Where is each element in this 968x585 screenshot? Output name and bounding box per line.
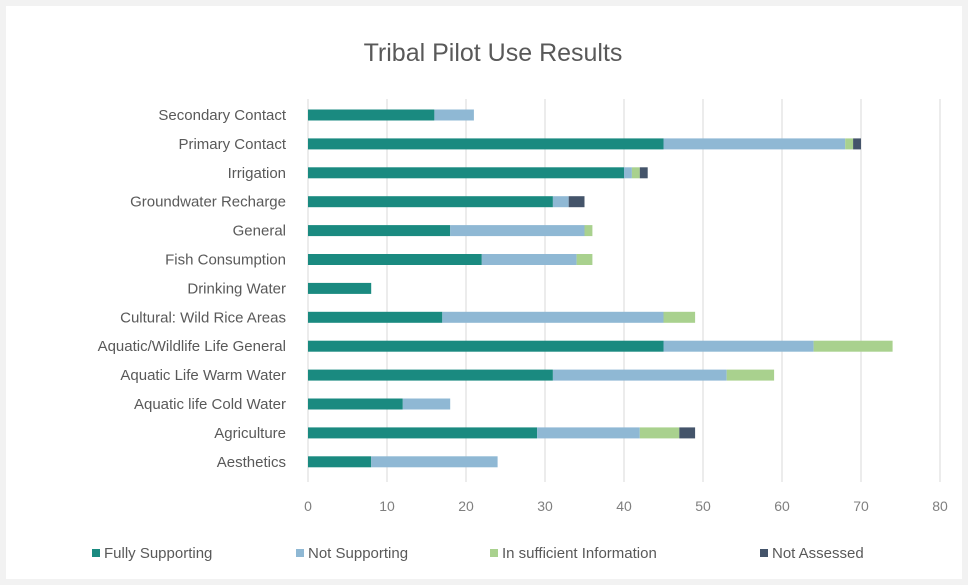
bar-segment xyxy=(552,369,727,381)
category-label: Drinking Water xyxy=(187,280,286,297)
category-label: Aquatic Life Warm Water xyxy=(120,367,286,384)
bar-segment xyxy=(308,456,372,468)
bar-segment xyxy=(663,340,814,352)
category-label: General xyxy=(233,223,286,240)
bar-segment xyxy=(584,225,593,237)
x-tick-label: 80 xyxy=(932,498,948,514)
bar-segment xyxy=(576,254,593,265)
bar-segment xyxy=(568,196,585,208)
bar-segment xyxy=(308,311,443,323)
bar-segment xyxy=(308,196,553,208)
bar-segment xyxy=(308,138,664,150)
legend-swatch xyxy=(490,549,498,557)
legend-label: Not Assessed xyxy=(772,545,864,562)
category-label: Aquatic life Cold Water xyxy=(134,396,286,413)
bar-segment xyxy=(624,167,632,179)
bar-segment xyxy=(853,138,861,150)
bar-segment xyxy=(663,311,696,323)
category-label: Irrigation xyxy=(228,165,286,182)
x-tick-labels: 0 10 20 30 40 50 60 70 80 xyxy=(304,498,948,514)
legend: Fully Supporting Not Supporting In suffici… xyxy=(92,545,864,562)
category-label: Primary Contact xyxy=(178,136,286,153)
category-labels: Secondary Contact Primary Contact Irrigati… xyxy=(98,107,287,471)
x-tick-label: 70 xyxy=(853,498,869,514)
category-label: Groundwater Recharge xyxy=(130,194,286,211)
bar-segment xyxy=(631,167,640,179)
bar-segment xyxy=(308,254,482,265)
bar-segment xyxy=(308,225,451,237)
legend-label: Fully Supporting xyxy=(104,545,212,562)
legend-swatch xyxy=(760,549,768,557)
bar-segment xyxy=(308,282,372,294)
bar-segment xyxy=(450,225,585,237)
bar-segment xyxy=(552,196,569,208)
gridlines xyxy=(307,99,941,482)
bar-segment xyxy=(308,369,553,381)
category-label: Aquatic/Wildlife Life General xyxy=(98,338,286,355)
bar-segment xyxy=(813,340,893,352)
x-tick-label: 40 xyxy=(616,498,632,514)
bar-segment xyxy=(308,427,538,439)
bar-segment xyxy=(481,254,577,265)
bar-segment xyxy=(308,167,624,179)
legend-label: In sufficient Information xyxy=(502,545,657,562)
bars xyxy=(308,109,893,468)
x-tick-label: 10 xyxy=(379,498,395,514)
x-tick-label: 20 xyxy=(458,498,474,514)
x-tick-label: 30 xyxy=(537,498,553,514)
bar-segment xyxy=(442,311,664,323)
bar-segment xyxy=(639,427,680,439)
category-label: Aesthetics xyxy=(217,454,286,471)
legend-swatch xyxy=(92,549,100,557)
category-label: Cultural: Wild Rice Areas xyxy=(120,309,286,326)
category-label: Fish Consumption xyxy=(165,252,286,269)
x-tick-label: 50 xyxy=(695,498,711,514)
bar-segment xyxy=(726,369,775,381)
bar-segment xyxy=(308,109,435,121)
bar-segment xyxy=(308,398,403,410)
bar-segment xyxy=(537,427,640,439)
category-label: Secondary Contact xyxy=(158,107,286,124)
bar-segment xyxy=(845,138,854,150)
chart-svg: Tribal Pilot Use Results Secondary Conta… xyxy=(92,39,948,562)
bar-segment xyxy=(434,109,474,121)
x-tick-label: 0 xyxy=(304,498,312,514)
chart-frame: Tribal Pilot Use Results Secondary Conta… xyxy=(6,6,962,579)
legend-label: Not Supporting xyxy=(308,545,408,562)
bar-segment xyxy=(663,138,846,150)
bar-segment xyxy=(402,398,451,410)
bar-segment xyxy=(308,340,664,352)
legend-swatch xyxy=(296,549,304,557)
x-tick-label: 60 xyxy=(774,498,790,514)
bar-segment xyxy=(679,427,696,439)
category-label: Agriculture xyxy=(214,425,286,442)
bar-segment xyxy=(639,167,648,179)
chart-title: Tribal Pilot Use Results xyxy=(364,39,623,67)
bar-segment xyxy=(371,456,498,468)
